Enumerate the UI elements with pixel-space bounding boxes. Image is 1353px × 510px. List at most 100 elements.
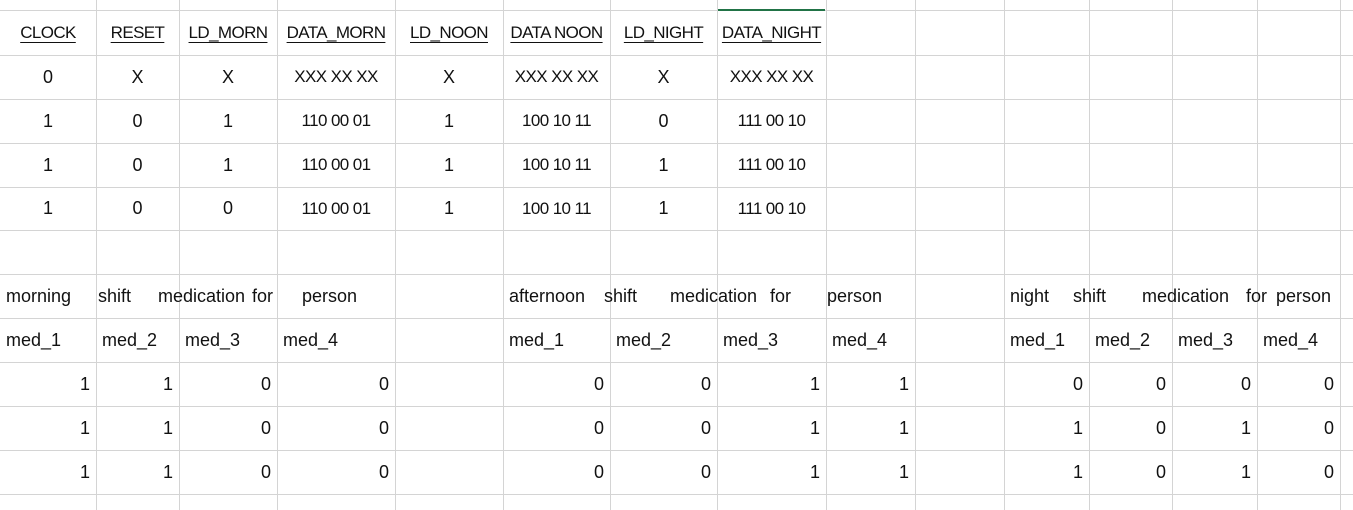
morning-title-word[interactable]: shift: [98, 285, 132, 306]
afternoon-med-header[interactable]: med_3: [723, 329, 779, 350]
morning-title-word[interactable]: for: [252, 285, 274, 306]
header-ld-night[interactable]: LD_NIGHT: [623, 23, 704, 42]
table-cell[interactable]: XXX XX XX: [514, 67, 599, 86]
morning-value-cell[interactable]: 0: [378, 373, 389, 394]
header-clock[interactable]: CLOCK: [20, 23, 76, 42]
night-title-word[interactable]: night: [1010, 285, 1050, 306]
afternoon-med-header[interactable]: med_4: [832, 329, 888, 350]
table-cell[interactable]: 1: [222, 154, 233, 175]
afternoon-title-word[interactable]: shift: [604, 285, 638, 306]
morning-med-header[interactable]: med_3: [185, 329, 241, 350]
table-cell[interactable]: 100 10 11: [522, 155, 592, 174]
afternoon-value-cell[interactable]: 0: [593, 417, 604, 438]
morning-value-cell[interactable]: 0: [378, 461, 389, 482]
table-cell[interactable]: XXX XX XX: [729, 67, 814, 86]
morning-value-cell[interactable]: 1: [162, 417, 173, 438]
morning-value-cell[interactable]: 0: [260, 417, 271, 438]
morning-med-header[interactable]: med_4: [283, 329, 339, 350]
afternoon-value-cell[interactable]: 1: [809, 417, 820, 438]
table-cell[interactable]: 1: [443, 110, 454, 131]
table-cell[interactable]: X: [657, 66, 670, 87]
afternoon-title-word[interactable]: person: [827, 285, 883, 306]
table-cell[interactable]: 1: [222, 110, 233, 131]
afternoon-value-cell[interactable]: 1: [898, 373, 909, 394]
night-value-cell[interactable]: 0: [1155, 461, 1166, 482]
table-cell[interactable]: 111 00 10: [737, 111, 806, 130]
table-cell[interactable]: 111 00 10: [737, 155, 806, 174]
night-value-cell[interactable]: 0: [1155, 373, 1166, 394]
table-cell[interactable]: X: [131, 66, 144, 87]
morning-value-cell[interactable]: 0: [260, 461, 271, 482]
table-cell[interactable]: 0: [658, 110, 669, 131]
night-value-cell[interactable]: 0: [1323, 461, 1334, 482]
night-title-word[interactable]: for: [1246, 285, 1268, 306]
table-cell[interactable]: 1: [42, 198, 53, 218]
afternoon-value-cell[interactable]: 1: [898, 461, 909, 482]
morning-value-cell[interactable]: 1: [162, 373, 173, 394]
night-value-cell[interactable]: 0: [1323, 417, 1334, 438]
morning-value-cell[interactable]: 0: [378, 417, 389, 438]
table-cell[interactable]: 0: [42, 66, 53, 87]
afternoon-value-cell[interactable]: 1: [898, 417, 909, 438]
table-cell[interactable]: 1: [443, 198, 454, 218]
night-med-header[interactable]: med_2: [1095, 329, 1151, 350]
night-value-cell[interactable]: 0: [1072, 373, 1083, 394]
night-title-word[interactable]: person: [1276, 285, 1332, 306]
afternoon-value-cell[interactable]: 0: [593, 373, 604, 394]
afternoon-med-header[interactable]: med_2: [616, 329, 672, 350]
afternoon-title-word[interactable]: afternoon: [509, 285, 586, 306]
header-reset[interactable]: RESET: [110, 23, 165, 42]
table-cell[interactable]: 100 10 11: [522, 111, 592, 130]
table-cell[interactable]: X: [221, 66, 234, 87]
night-value-cell[interactable]: 0: [1155, 417, 1166, 438]
afternoon-value-cell[interactable]: 0: [700, 417, 711, 438]
header-data-morn[interactable]: DATA_MORN: [286, 23, 386, 42]
afternoon-value-cell[interactable]: 1: [809, 461, 820, 482]
header-data-noon[interactable]: DATA NOON: [510, 23, 603, 42]
night-med-header[interactable]: med_4: [1263, 329, 1319, 350]
table-cell[interactable]: 0: [132, 198, 143, 218]
table-cell[interactable]: 1: [443, 154, 454, 175]
afternoon-value-cell[interactable]: 1: [809, 373, 820, 394]
morning-value-cell[interactable]: 0: [260, 373, 271, 394]
table-cell[interactable]: 1: [658, 198, 669, 218]
table-cell[interactable]: XXX XX XX: [294, 67, 378, 86]
night-value-cell[interactable]: 1: [1240, 461, 1251, 482]
afternoon-med-header[interactable]: med_1: [509, 329, 565, 350]
header-data-night[interactable]: DATA_NIGHT: [721, 23, 822, 42]
afternoon-title-word[interactable]: for: [770, 285, 792, 306]
afternoon-title-word[interactable]: medication: [670, 285, 758, 306]
night-value-cell[interactable]: 1: [1072, 461, 1083, 482]
table-cell[interactable]: 110 00 01: [301, 198, 372, 218]
table-cell[interactable]: 0: [132, 154, 143, 175]
night-med-header[interactable]: med_3: [1178, 329, 1234, 350]
night-title-word[interactable]: shift: [1073, 285, 1107, 306]
table-cell[interactable]: 0: [222, 198, 233, 218]
table-cell[interactable]: 111 00 10: [737, 198, 806, 218]
night-value-cell[interactable]: 0: [1323, 373, 1334, 394]
afternoon-value-cell[interactable]: 0: [700, 461, 711, 482]
night-value-cell[interactable]: 0: [1240, 373, 1251, 394]
header-ld-morn[interactable]: LD_MORN: [188, 23, 269, 42]
table-cell[interactable]: 1: [42, 110, 53, 131]
morning-med-header[interactable]: med_2: [102, 329, 158, 350]
morning-title-word[interactable]: morning: [6, 285, 72, 306]
morning-value-cell[interactable]: 1: [162, 461, 173, 482]
table-cell[interactable]: X: [442, 66, 455, 87]
header-ld-noon[interactable]: LD_NOON: [410, 23, 489, 42]
afternoon-value-cell[interactable]: 0: [700, 373, 711, 394]
night-value-cell[interactable]: 1: [1240, 417, 1251, 438]
night-value-cell[interactable]: 1: [1072, 417, 1083, 438]
table-cell[interactable]: 110 00 01: [301, 111, 372, 130]
morning-title-word[interactable]: person: [302, 285, 358, 306]
afternoon-value-cell[interactable]: 0: [593, 461, 604, 482]
night-med-header[interactable]: med_1: [1010, 329, 1066, 350]
morning-title-word[interactable]: medication: [158, 285, 246, 306]
table-cell[interactable]: 0: [132, 110, 143, 131]
morning-value-cell[interactable]: 1: [79, 461, 90, 482]
table-cell[interactable]: 1: [42, 154, 53, 175]
table-cell[interactable]: 100 10 11: [522, 198, 592, 218]
night-title-word[interactable]: medication: [1142, 285, 1230, 306]
morning-value-cell[interactable]: 1: [79, 417, 90, 438]
table-cell[interactable]: 1: [658, 154, 669, 175]
